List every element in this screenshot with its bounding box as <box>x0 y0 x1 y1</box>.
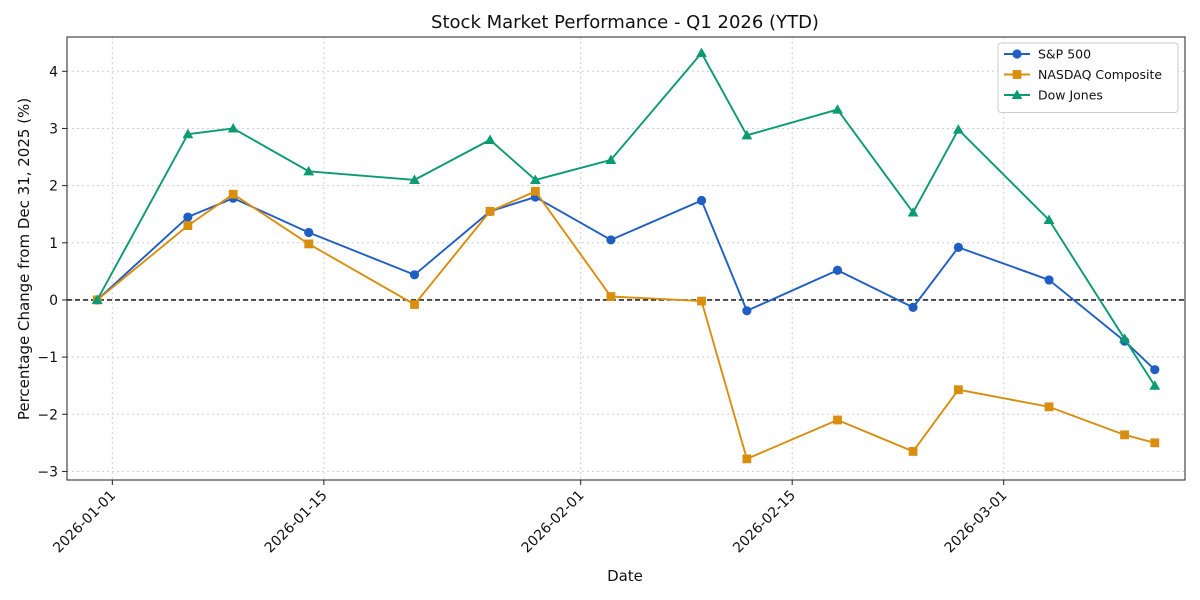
series-line-nasdaq-composite <box>96 190 1156 460</box>
data-point-s-p-500 <box>183 212 193 222</box>
data-point-nasdaq-composite <box>742 454 752 464</box>
series-line-s-p-500 <box>96 196 1156 371</box>
data-point-dow-jones <box>227 123 239 133</box>
series-layer <box>91 47 1161 464</box>
data-point-dow-jones <box>1149 380 1161 390</box>
x-tick-label: 2026-02-01 <box>519 488 588 557</box>
data-point-nasdaq-composite <box>1150 438 1160 448</box>
legend-item-nasdaq-composite: NASDAQ Composite <box>1004 67 1162 82</box>
legend-marker <box>1012 49 1022 59</box>
series-line-dow-jones <box>96 52 1156 387</box>
y-axis-ticks: 4 3 2 1 0 −1 −2 −3 <box>37 64 67 480</box>
data-point-dow-jones <box>952 124 964 134</box>
y-tick-label: 2 <box>49 179 58 195</box>
data-point-nasdaq-composite <box>606 292 616 301</box>
legend-box <box>997 42 1179 113</box>
data-point-s-p-500 <box>742 306 752 316</box>
x-tick-label: 2026-02-15 <box>730 488 799 557</box>
series-nasdaq-composite <box>92 186 1160 464</box>
data-point-s-p-500 <box>409 270 420 280</box>
legend-item-dow-jones: Dow Jones <box>1004 88 1103 103</box>
x-axis-label: Date <box>607 567 643 585</box>
legend-label: Dow Jones <box>1038 88 1103 103</box>
data-point-s-p-500 <box>908 302 918 312</box>
data-point-dow-jones <box>1043 214 1055 224</box>
series-s-p-500 <box>92 192 1160 375</box>
y-axis-label: Percentage Change from Dec 31, 2025 (%) <box>15 98 33 420</box>
data-point-nasdaq-composite <box>183 221 193 231</box>
data-point-nasdaq-composite <box>953 385 963 395</box>
data-point-dow-jones <box>696 47 707 58</box>
legend-label: NASDAQ Composite <box>1038 67 1162 82</box>
x-tick-label: 2026-01-01 <box>50 488 119 557</box>
data-point-nasdaq-composite <box>833 415 842 425</box>
x-tick-label: 2026-01-15 <box>262 488 331 557</box>
plot-frame <box>66 36 1186 481</box>
data-point-s-p-500 <box>606 235 616 245</box>
data-point-dow-jones <box>182 128 194 139</box>
data-point-dow-jones <box>605 154 617 164</box>
y-tick-label: 0 <box>49 293 58 309</box>
chart-title: Stock Market Performance - Q1 2026 (YTD) <box>431 12 819 33</box>
y-tick-label: −1 <box>37 350 58 366</box>
x-axis-ticks: 2026-01-01 2026-01-15 2026-02-01 2026-02-15… <box>50 480 1011 557</box>
legend-marker <box>1012 70 1022 79</box>
y-tick-label: 1 <box>49 236 58 252</box>
data-point-s-p-500 <box>1150 365 1160 375</box>
data-point-s-p-500 <box>304 227 314 238</box>
data-point-dow-jones <box>832 104 843 114</box>
data-point-s-p-500 <box>953 242 963 252</box>
data-point-nasdaq-composite <box>304 239 314 249</box>
data-point-dow-jones <box>303 165 315 176</box>
data-point-nasdaq-composite <box>1120 430 1129 440</box>
data-point-s-p-500 <box>1044 275 1054 285</box>
legend: S&P 500 NASDAQ Composite Dow Jones <box>997 42 1179 113</box>
data-point-dow-jones <box>907 207 919 217</box>
legend-marker <box>1011 89 1023 100</box>
y-tick-label: 4 <box>49 64 58 80</box>
data-point-s-p-500 <box>832 265 843 275</box>
data-point-dow-jones <box>484 134 496 144</box>
data-point-nasdaq-composite <box>1044 402 1054 412</box>
data-point-dow-jones <box>529 174 541 184</box>
y-tick-label: 3 <box>49 121 58 137</box>
data-point-nasdaq-composite <box>908 447 918 456</box>
data-point-s-p-500 <box>696 195 707 206</box>
data-point-nasdaq-composite <box>697 296 706 306</box>
legend-label: S&P 500 <box>1038 47 1091 62</box>
data-point-dow-jones <box>409 174 420 184</box>
data-point-dow-jones <box>1119 333 1130 343</box>
series-dow-jones <box>91 47 1161 390</box>
x-tick-label: 2026-03-01 <box>942 488 1011 557</box>
data-point-dow-jones <box>91 294 103 304</box>
y-tick-label: −2 <box>37 407 58 423</box>
data-point-nasdaq-composite <box>530 186 540 196</box>
legend-item-s-p-500: S&P 500 <box>1004 47 1091 62</box>
data-point-dow-jones <box>741 129 753 140</box>
data-point-nasdaq-composite <box>485 206 495 216</box>
y-tick-label: −3 <box>37 464 58 480</box>
data-point-nasdaq-composite <box>228 189 238 199</box>
data-point-nasdaq-composite <box>410 300 419 309</box>
